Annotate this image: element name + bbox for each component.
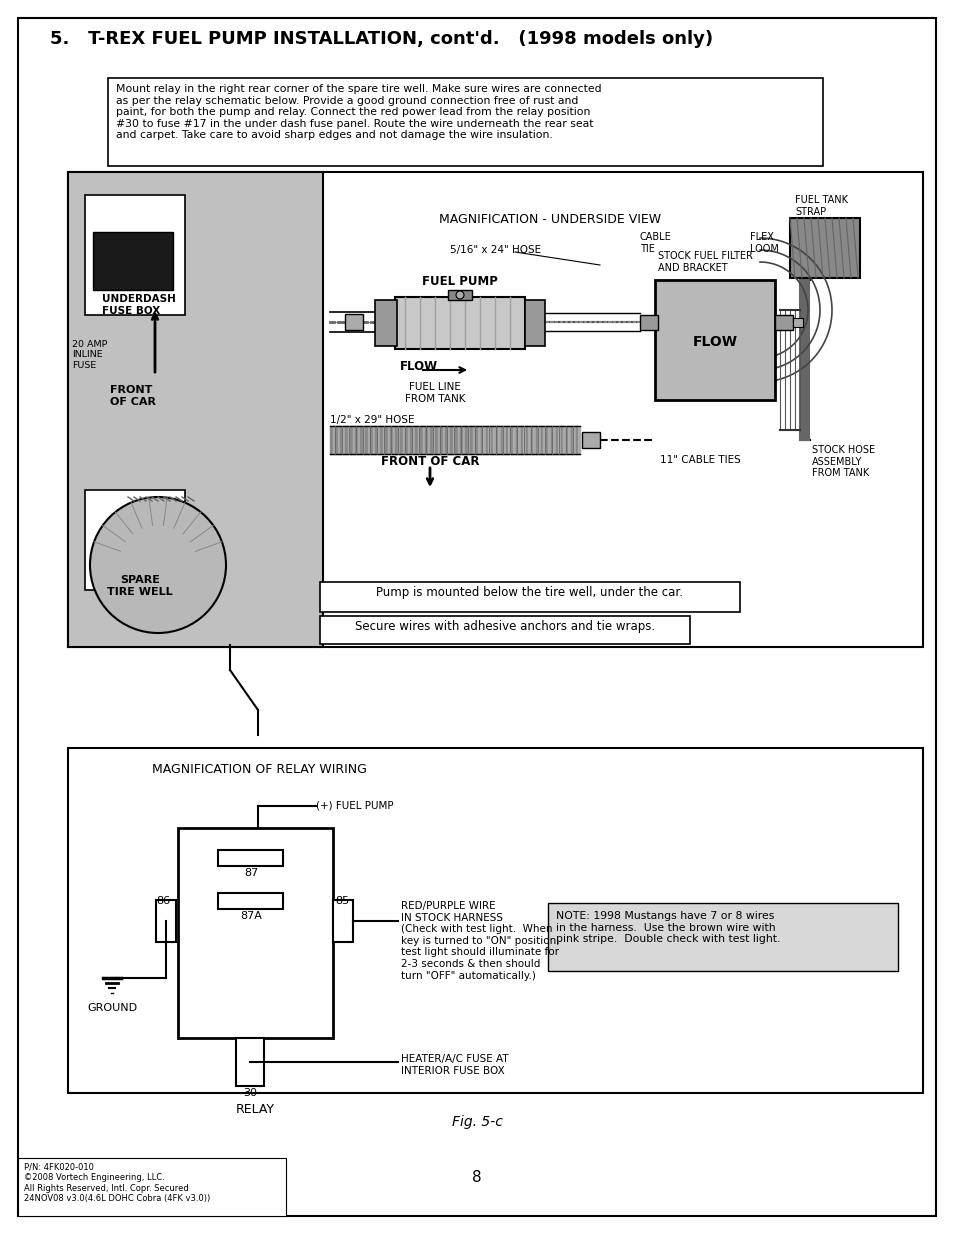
Text: Secure wires with adhesive anchors and tie wraps.: Secure wires with adhesive anchors and t… <box>355 620 655 634</box>
Text: 8: 8 <box>472 1170 481 1186</box>
Text: NOTE: 1998 Mustangs have 7 or 8 wires
in the harness.  Use the brown wire with
p: NOTE: 1998 Mustangs have 7 or 8 wires in… <box>556 911 780 945</box>
Text: HEATER/A/C FUSE AT
INTERIOR FUSE BOX: HEATER/A/C FUSE AT INTERIOR FUSE BOX <box>400 1053 508 1076</box>
Text: Fig. 5-c: Fig. 5-c <box>451 1115 502 1129</box>
Bar <box>524 300 544 346</box>
Bar <box>68 172 923 647</box>
Bar <box>68 748 923 1093</box>
Circle shape <box>90 496 226 634</box>
Text: P/N: 4FK020-010
©2008 Vortech Engineering, LLC.
All Rights Reserved, Intl. Copr.: P/N: 4FK020-010 ©2008 Vortech Engineerin… <box>24 1163 210 1203</box>
Bar <box>395 296 524 350</box>
Text: MAGNIFICATION - UNDERSIDE VIEW: MAGNIFICATION - UNDERSIDE VIEW <box>438 212 660 226</box>
Bar <box>328 205 907 620</box>
Bar <box>581 432 599 448</box>
Text: 30: 30 <box>243 1088 256 1098</box>
Text: FUEL LINE
FROM TANK: FUEL LINE FROM TANK <box>404 382 465 404</box>
Bar <box>655 280 774 400</box>
Bar <box>333 900 353 942</box>
Text: 5/16" x 24" HOSE: 5/16" x 24" HOSE <box>450 245 540 254</box>
Text: FLEX
LOOM: FLEX LOOM <box>749 232 778 253</box>
Text: UNDERDASH
FUSE BOX: UNDERDASH FUSE BOX <box>102 294 175 316</box>
Circle shape <box>456 291 463 299</box>
Text: FLOW: FLOW <box>692 335 737 350</box>
Bar <box>18 1158 286 1216</box>
Bar <box>85 195 185 315</box>
Text: 20 AMP
INLINE
FUSE: 20 AMP INLINE FUSE <box>71 340 108 369</box>
Text: MAGNIFICATION OF RELAY WIRING: MAGNIFICATION OF RELAY WIRING <box>152 763 367 776</box>
Text: STOCK FUEL FILTER
AND BRACKET: STOCK FUEL FILTER AND BRACKET <box>658 252 752 273</box>
Text: 86: 86 <box>156 897 170 906</box>
Text: 87A: 87A <box>240 911 262 921</box>
Text: 5.   T-REX FUEL PUMP INSTALLATION, cont'd.   (1998 models only): 5. T-REX FUEL PUMP INSTALLATION, cont'd.… <box>50 30 713 48</box>
Text: 1/2" x 29" HOSE: 1/2" x 29" HOSE <box>330 415 414 425</box>
Text: (+) FUEL PUMP: (+) FUEL PUMP <box>315 800 394 810</box>
Bar <box>218 850 283 866</box>
Bar <box>774 315 792 330</box>
Text: RED/PURPLE WIRE
IN STOCK HARNESS
(Check with test light.  When
key is turned to : RED/PURPLE WIRE IN STOCK HARNESS (Check … <box>400 902 559 981</box>
Bar <box>218 893 283 909</box>
Text: STOCK HOSE
ASSEMBLY
FROM TANK: STOCK HOSE ASSEMBLY FROM TANK <box>811 445 874 478</box>
Bar <box>156 900 175 942</box>
Text: 11" CABLE TIES: 11" CABLE TIES <box>659 454 740 466</box>
Bar <box>448 290 472 300</box>
Bar <box>323 200 912 625</box>
Bar <box>319 582 740 613</box>
Bar <box>792 317 802 327</box>
Bar <box>345 314 363 330</box>
Text: FLOW: FLOW <box>399 359 437 373</box>
Text: FUEL PUMP: FUEL PUMP <box>421 275 497 288</box>
Bar <box>547 903 897 971</box>
Bar <box>68 172 323 647</box>
Bar <box>639 315 658 330</box>
Text: FUEL TANK
STRAP: FUEL TANK STRAP <box>794 195 847 217</box>
Bar <box>178 827 333 1037</box>
Bar <box>108 78 822 165</box>
Text: FRONT OF CAR: FRONT OF CAR <box>380 454 478 468</box>
Bar <box>235 1037 264 1086</box>
Bar <box>319 616 689 643</box>
Bar <box>92 232 172 290</box>
Text: RELAY: RELAY <box>235 1103 274 1116</box>
Text: SPARE
TIRE WELL: SPARE TIRE WELL <box>107 576 172 597</box>
Text: Mount relay in the right rear corner of the spare tire well. Make sure wires are: Mount relay in the right rear corner of … <box>116 84 601 141</box>
Text: Pump is mounted below the tire well, under the car.: Pump is mounted below the tire well, und… <box>376 585 682 599</box>
Bar <box>85 490 185 590</box>
Text: CABLE
TIE: CABLE TIE <box>639 232 671 253</box>
Text: FRONT
OF CAR: FRONT OF CAR <box>110 385 156 406</box>
Text: 87: 87 <box>244 868 258 878</box>
Bar <box>789 219 859 278</box>
Text: GROUND: GROUND <box>87 1003 137 1013</box>
Bar <box>375 300 396 346</box>
Text: 85: 85 <box>335 897 349 906</box>
